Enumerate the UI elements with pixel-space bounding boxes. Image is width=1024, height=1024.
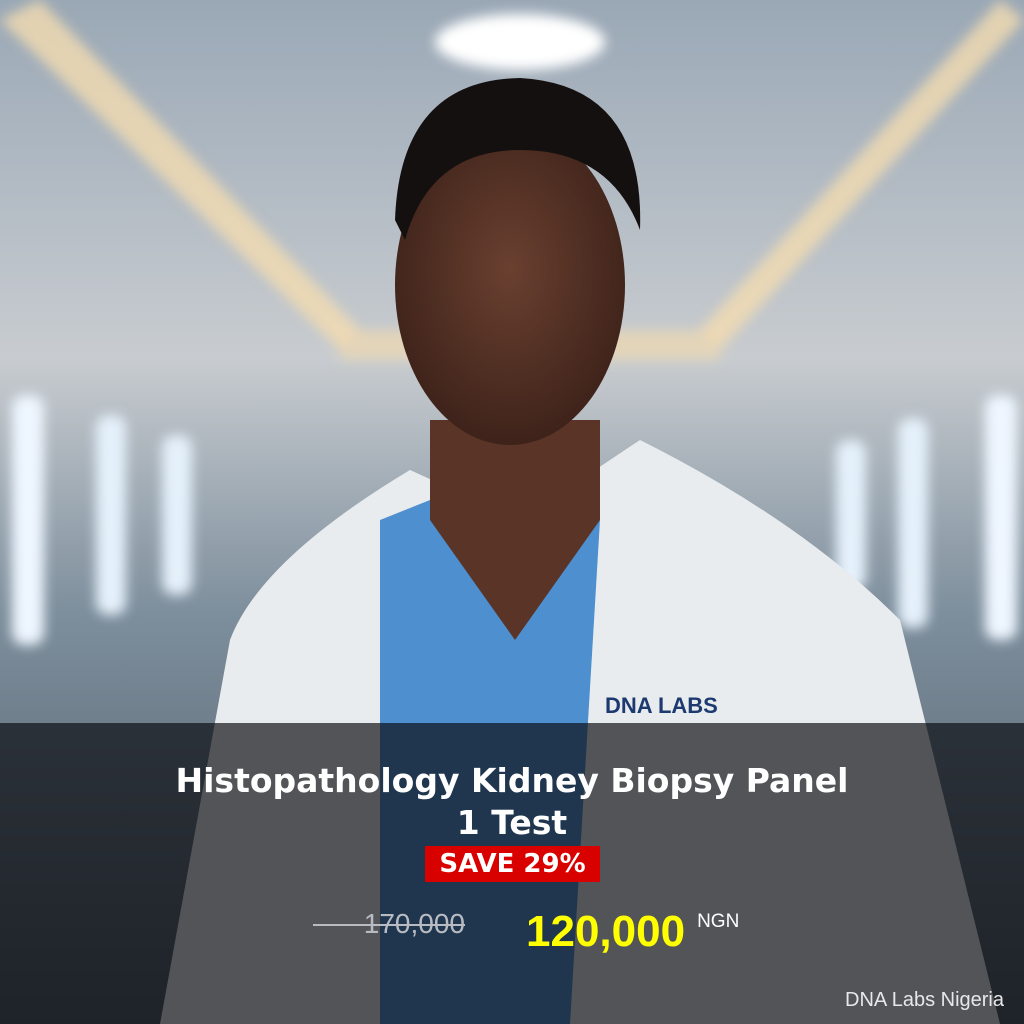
coat-logo: DNA LABS: [605, 693, 718, 718]
product-subtitle: 1 Test: [456, 803, 568, 842]
price-row: 120,000 NGN: [526, 902, 739, 962]
currency-label: NGN: [697, 911, 740, 932]
save-badge: SAVE 29%: [425, 846, 600, 882]
sale-price: 120,000: [526, 907, 686, 956]
save-badge-text: SAVE 29%: [439, 849, 586, 879]
product-title: Histopathology Kidney Biopsy Panel: [175, 761, 849, 800]
watermark: DNA Labs Nigeria: [845, 989, 1004, 1011]
original-price: 170,000: [313, 906, 465, 942]
